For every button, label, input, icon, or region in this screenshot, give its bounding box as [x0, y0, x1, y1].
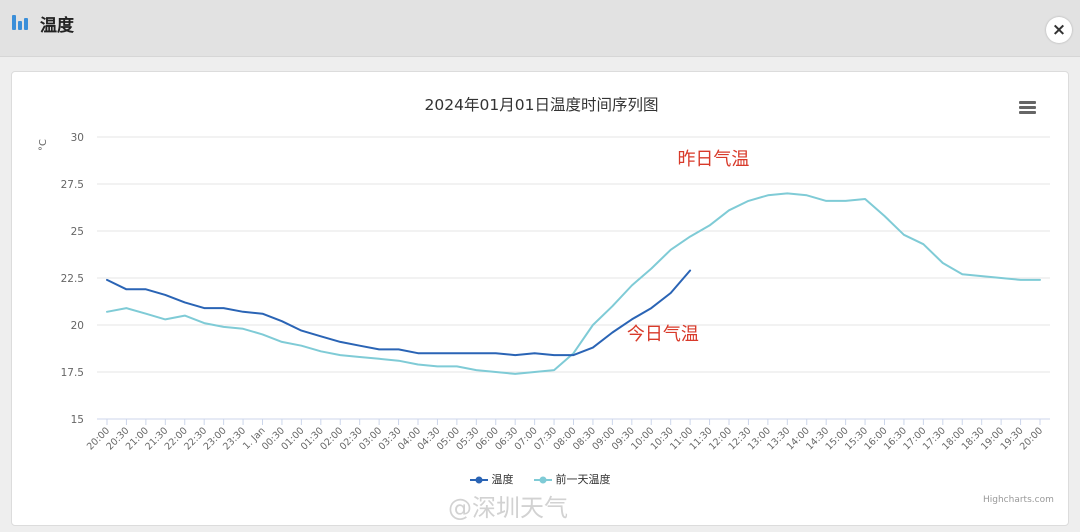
legend-item-yesterday[interactable]: 前一天温度 — [534, 471, 611, 487]
legend-item-today[interactable]: 温度 — [470, 471, 514, 487]
close-button[interactable]: × — [1046, 17, 1072, 43]
y-axis-label: °C — [38, 139, 49, 151]
window-header: 温度 × — [0, 0, 1080, 57]
bar-chart-icon — [12, 15, 30, 30]
series-line-yesterday — [106, 192, 1041, 375]
y-tick-label: 25 — [71, 226, 84, 238]
watermark: @深圳天气 — [448, 494, 568, 522]
legend-label-yesterday: 前一天温度 — [555, 473, 611, 486]
y-tick-label: 20 — [71, 320, 84, 332]
annotation-label: 今日气温 — [627, 324, 699, 345]
y-tick-label: 22.5 — [61, 273, 84, 285]
annotation-label: 昨日气温 — [677, 149, 749, 170]
y-tick-label: 17.5 — [61, 367, 84, 379]
menu-icon[interactable] — [1019, 101, 1036, 115]
chart-title: 2024年01月01日温度时间序列图 — [424, 96, 659, 114]
credits[interactable]: Highcharts.com — [983, 495, 1054, 505]
chart-card — [11, 71, 1069, 526]
legend-label-today: 温度 — [491, 473, 514, 486]
y-tick-label: 30 — [71, 132, 84, 144]
y-tick-label: 27.5 — [61, 179, 84, 191]
series-line-today — [106, 269, 692, 357]
window-title: 温度 — [40, 16, 74, 36]
x-tick-label: 20:00 — [1018, 425, 1045, 452]
y-tick-label: 15 — [71, 414, 84, 426]
